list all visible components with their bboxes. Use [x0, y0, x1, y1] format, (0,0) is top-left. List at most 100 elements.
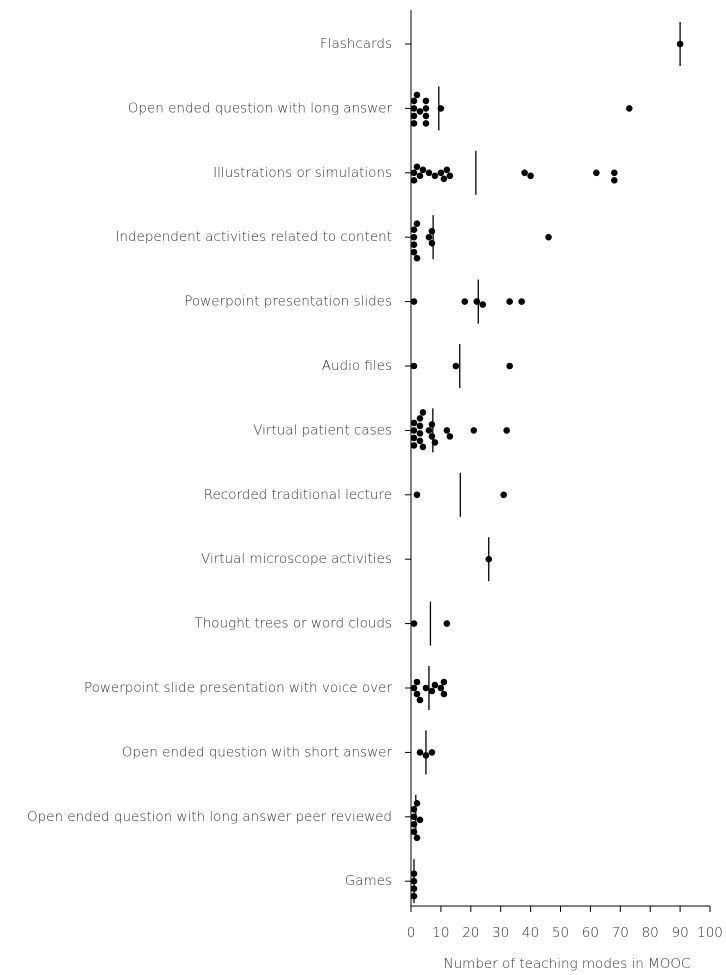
- data-point: [446, 433, 454, 440]
- data-point: [506, 298, 513, 305]
- data-point: [593, 169, 600, 177]
- data-point: [410, 233, 418, 241]
- data-point: [443, 620, 451, 627]
- x-tick-label: 80: [642, 925, 659, 941]
- data-point: [473, 298, 481, 305]
- y-tick-label: Thought trees or word clouds: [194, 616, 392, 632]
- data-point: [416, 696, 424, 704]
- data-point: [518, 298, 525, 305]
- y-tick-label: Open ended question with long answer pee…: [27, 809, 392, 825]
- data-point: [428, 433, 436, 440]
- data-point: [419, 166, 427, 174]
- data-point: [428, 421, 436, 428]
- data-point: [410, 112, 418, 120]
- data-point: [413, 91, 421, 99]
- y-tick-label: Powerpoint slide presentation with voice…: [84, 680, 392, 696]
- data-point: [410, 97, 418, 105]
- data-point: [422, 105, 430, 112]
- data-point: [413, 678, 421, 686]
- y-tick-label: Illustrations or simulations: [213, 165, 392, 181]
- data-point: [611, 177, 618, 184]
- data-point: [428, 227, 436, 235]
- y-tick-label: Virtual patient cases: [253, 422, 392, 438]
- data-point: [625, 105, 633, 112]
- y-tick-label: Open ended question with short answer: [122, 744, 393, 760]
- data-point: [500, 491, 507, 499]
- data-point: [410, 419, 418, 427]
- data-point: [410, 442, 418, 449]
- data-point: [611, 169, 618, 177]
- data-point: [431, 681, 439, 689]
- data-point: [422, 112, 430, 120]
- data-point: [419, 443, 427, 451]
- data-point: [452, 362, 460, 370]
- data-point: [425, 427, 433, 434]
- data-point: [410, 105, 418, 112]
- y-tick-label: Games: [345, 873, 392, 889]
- data-point: [461, 298, 469, 305]
- data-point: [410, 177, 418, 184]
- data-point: [521, 169, 528, 177]
- x-tick-label: 50: [552, 925, 569, 941]
- x-tick-label: 20: [462, 925, 479, 941]
- data-point: [527, 172, 534, 180]
- data-point: [416, 430, 424, 437]
- data-point: [410, 248, 418, 256]
- x-tick-label: 10: [432, 925, 449, 941]
- data-point: [416, 816, 424, 824]
- y-tick-label: Recorded traditional lecture: [204, 487, 392, 503]
- data-point: [443, 427, 451, 434]
- data-point: [410, 620, 418, 627]
- data-point: [440, 678, 448, 686]
- data-point: [440, 690, 448, 698]
- data-point: [440, 175, 448, 183]
- data-point: [431, 172, 439, 180]
- x-tick-label: 90: [672, 925, 689, 941]
- data-point: [416, 422, 424, 430]
- data-point: [506, 362, 513, 370]
- data-point: [416, 749, 424, 756]
- data-point: [422, 120, 430, 127]
- data-point: [413, 220, 421, 227]
- data-point: [422, 97, 430, 105]
- y-tick-label: Powerpoint presentation slides: [184, 294, 392, 310]
- y-tick-label: Virtual microscope activities: [201, 551, 392, 567]
- data-point: [410, 169, 418, 177]
- data-point: [410, 362, 418, 370]
- data-point: [410, 427, 418, 434]
- data-point: [443, 166, 451, 174]
- data-point: [479, 301, 487, 308]
- data-point: [419, 409, 427, 416]
- x-tick-label: 30: [492, 925, 509, 941]
- y-tick-label: Flashcards: [320, 36, 392, 52]
- data-point: [446, 172, 454, 180]
- data-point: [410, 226, 418, 233]
- data-point: [437, 169, 445, 177]
- data-point: [413, 834, 421, 842]
- data-point: [428, 749, 436, 756]
- data-point: [410, 684, 418, 692]
- data-point: [416, 108, 424, 115]
- data-point: [413, 163, 421, 171]
- y-tick-label: Open ended question with long answer: [128, 100, 393, 116]
- data-point: [413, 690, 421, 698]
- data-point: [410, 434, 418, 442]
- data-point: [413, 254, 421, 262]
- data-point: [410, 241, 418, 248]
- x-tick-label: 0: [407, 925, 416, 941]
- data-point: [413, 491, 421, 499]
- data-point: [416, 172, 424, 180]
- data-point: [503, 427, 510, 434]
- data-point: [410, 120, 418, 127]
- y-tick-label: Audio files: [322, 358, 392, 374]
- x-tick-label: 100: [697, 925, 723, 941]
- y-tick-label: Independent activities related to conten…: [115, 229, 392, 245]
- data-point: [410, 298, 418, 305]
- data-point: [416, 415, 424, 422]
- data-point: [425, 233, 433, 241]
- data-point: [470, 427, 478, 434]
- x-axis-label: Number of teaching modes in MOOC: [444, 956, 691, 972]
- data-point: [437, 684, 445, 692]
- data-point: [428, 239, 436, 247]
